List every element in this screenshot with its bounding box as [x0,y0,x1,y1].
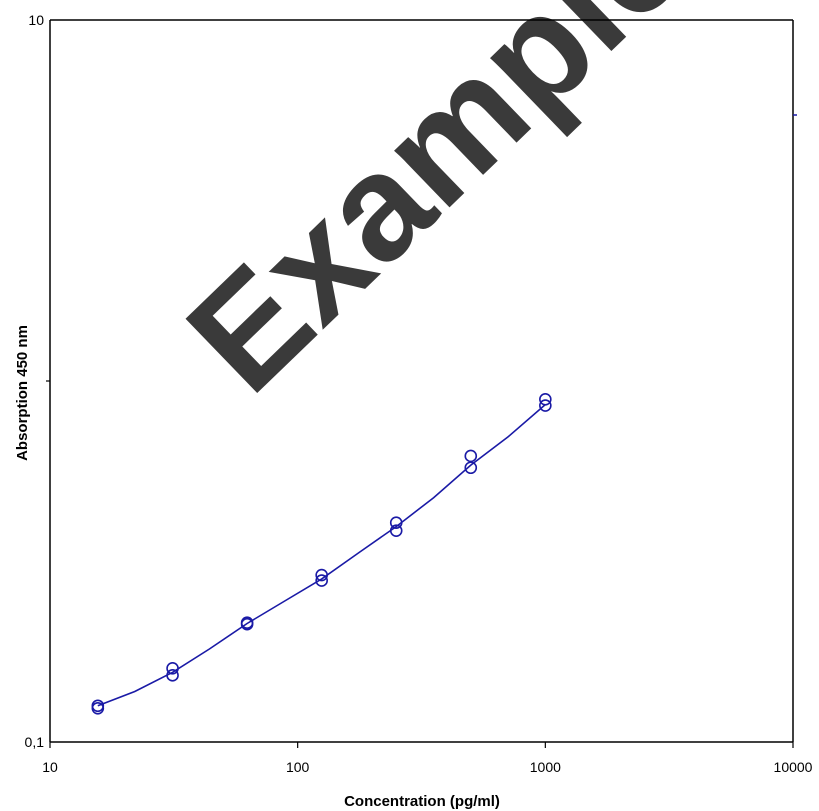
x-tick-label: 10 [42,759,58,775]
fit-curve-layer [97,403,546,707]
data-point [315,568,328,582]
data-point [539,399,552,412]
data-point [166,669,179,682]
data-point [91,701,105,715]
y-tick-label: 0,1 [25,734,45,750]
data-point [539,392,552,406]
data-point [315,574,328,587]
tick-labels: 10 100 1000 10000 0,1 10 [25,12,813,775]
x-tick-label: 100 [286,759,310,775]
data-points [91,392,552,715]
x-tick-label: 1000 [530,759,561,775]
fit-curve-line [97,403,546,707]
data-point [91,699,105,713]
data-point [464,449,478,463]
watermark-layer: Example [156,0,717,423]
axes [46,19,797,748]
data-point [464,461,478,475]
x-axis-label: Concentration (pg/ml) [344,793,500,810]
data-point [389,516,403,530]
watermark-text: Example [156,0,717,423]
y-tick-label: 10 [28,12,44,28]
data-point [389,524,403,537]
y-axis-label: Absorption 450 nm [14,325,31,461]
x-tick-label: 10000 [774,759,813,775]
data-point [240,616,254,630]
data-point [166,662,179,675]
